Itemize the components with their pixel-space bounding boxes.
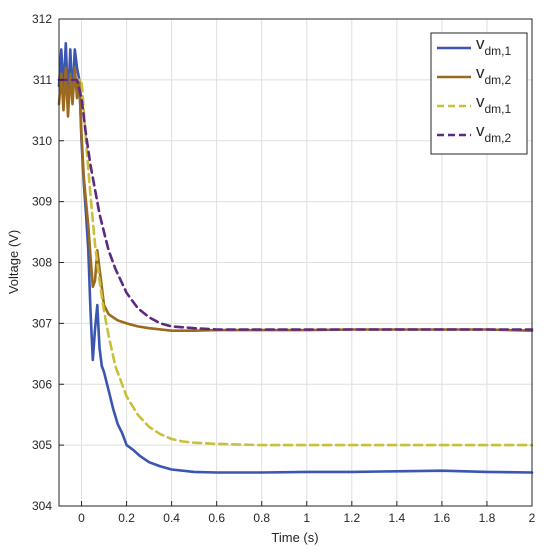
axis-ticks: 0 0.2 0.4 0.6 0.8 1 1.2 1.4 1.6 1.8 2 304 305 306 307 3… — [32, 12, 536, 525]
x-tick-label: 0.4 — [163, 511, 180, 525]
legend-label-subscript: dm,1 — [485, 102, 512, 116]
legend-label-main: v — [476, 121, 485, 140]
x-tick-label: 2 — [529, 511, 536, 525]
x-tick-label: 1.2 — [343, 511, 360, 525]
x-tick-label: 1.6 — [434, 511, 451, 525]
y-tick-label: 309 — [32, 195, 52, 209]
legend-label-subscript: dm,2 — [485, 73, 512, 87]
legend-label-main: v — [476, 63, 485, 82]
legend-label-main: v — [476, 34, 485, 53]
y-axis-label: Voltage (V) — [6, 230, 21, 294]
x-tick-label: 1 — [303, 511, 310, 525]
x-tick-label: 1.4 — [389, 511, 406, 525]
x-tick-label: 0.2 — [118, 511, 135, 525]
x-tick-label: 0.6 — [208, 511, 225, 525]
y-tick-label: 305 — [32, 438, 52, 452]
x-tick-label: 0 — [78, 511, 85, 525]
y-tick-label: 304 — [32, 499, 52, 513]
y-tick-label: 311 — [33, 73, 52, 87]
legend-label-subscript: dm,2 — [485, 131, 512, 145]
y-tick-label: 310 — [32, 134, 52, 148]
x-tick-label: 1.8 — [479, 511, 496, 525]
y-tick-label: 307 — [32, 316, 52, 330]
legend-label-subscript: dm,1 — [485, 44, 512, 58]
series-line-3 — [57, 78, 534, 447]
y-tick-label: 306 — [32, 377, 52, 391]
legend-label-2: vdm,2 — [476, 63, 512, 87]
legend-label-1: vdm,1 — [476, 34, 512, 58]
legend-label-4: vdm,2 — [476, 121, 512, 145]
legend-box — [430, 32, 528, 155]
y-tick-label: 312 — [32, 12, 52, 26]
legend-label-main: v — [476, 92, 485, 111]
x-axis-label: Time (s) — [271, 530, 318, 545]
series-line-4 — [57, 78, 534, 331]
x-tick-label: 0.8 — [253, 511, 270, 525]
legend-label-3: vdm,1 — [476, 92, 512, 116]
y-tick-label: 308 — [32, 256, 52, 270]
series-lines — [57, 41, 534, 474]
